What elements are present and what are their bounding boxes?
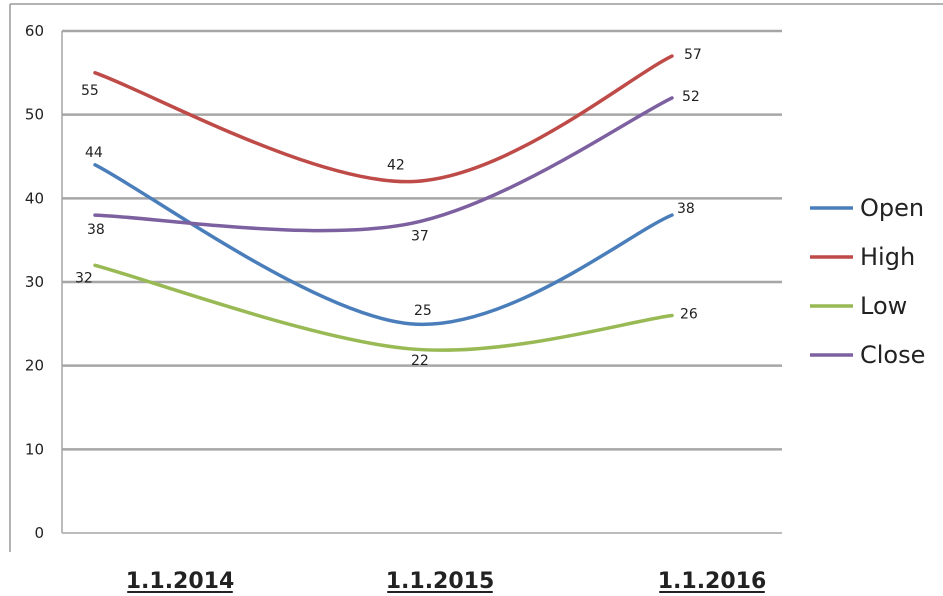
series-line-high — [93, 54, 674, 184]
data-label-high: 42 — [387, 158, 405, 174]
y-tick-label: 20 — [25, 357, 44, 375]
y-tick-label: 50 — [25, 106, 44, 124]
y-tick-label: 60 — [25, 22, 44, 40]
data-label-high: 57 — [684, 47, 702, 63]
legend-label-open: Open — [860, 194, 924, 222]
y-tick-label: 30 — [25, 273, 44, 291]
data-label-close: 52 — [682, 89, 700, 105]
x-category-label: 1.1.2014 — [126, 569, 235, 594]
data-label-open: 38 — [677, 201, 695, 217]
data-label-close: 38 — [87, 222, 105, 238]
data-label-open: 25 — [414, 303, 432, 319]
y-tick-label: 40 — [25, 189, 44, 207]
x-category-label: 1.1.2016 — [658, 569, 767, 594]
legend-label-high: High — [860, 243, 915, 271]
data-label-low: 26 — [680, 306, 698, 322]
series-line-close — [93, 96, 674, 233]
y-tick-label: 10 — [25, 440, 44, 458]
data-label-high: 55 — [81, 83, 99, 99]
series-line-open — [93, 163, 674, 327]
data-label-low: 22 — [411, 353, 429, 369]
x-category-label: 1.1.2015 — [386, 569, 495, 594]
legend-label-close: Close — [860, 341, 925, 369]
legend-label-low: Low — [860, 292, 907, 320]
data-label-open: 44 — [85, 145, 103, 161]
series-line-low — [93, 263, 674, 352]
data-label-close: 37 — [411, 228, 429, 244]
data-label-low: 32 — [75, 270, 93, 286]
y-tick-label: 0 — [34, 524, 44, 542]
